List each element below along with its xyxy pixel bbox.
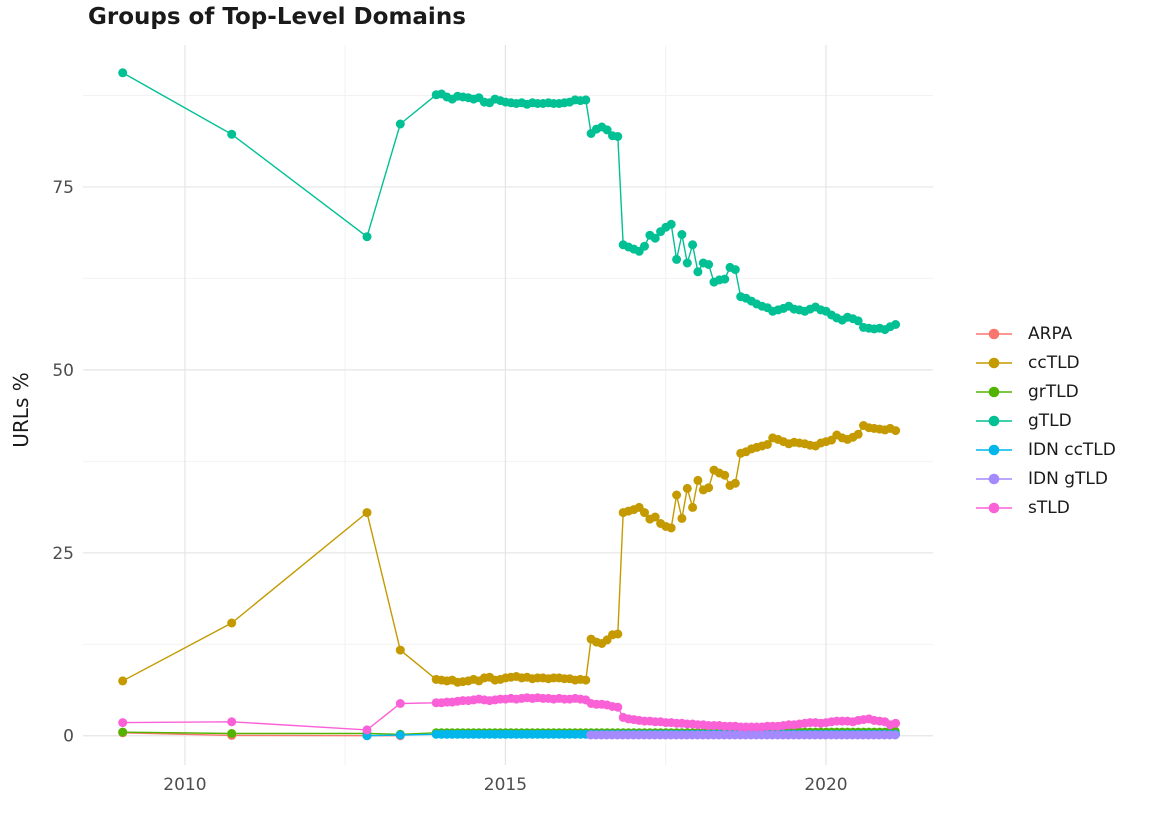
data-point [672,254,682,264]
legend-key-icon [976,473,1012,484]
data-point [395,645,405,655]
data-point [704,483,714,493]
legend-key-dot [988,415,1000,426]
legend-label: IDN gTLD [1028,468,1108,489]
series-points-idn-gtld [586,730,900,740]
legend-item-stld: sTLD [976,493,1116,522]
legend-key-dot [988,444,1000,455]
data-point [362,508,372,518]
data-point [602,125,612,135]
data-point [853,316,863,326]
data-point [581,95,591,105]
data-point [677,513,687,523]
data-point [395,119,405,129]
legend-item-idn-cctld: IDN ccTLD [976,435,1116,464]
data-point [693,267,703,277]
legend-label: grTLD [1028,381,1079,402]
data-point [704,260,714,269]
data-point [890,730,900,740]
data-point [227,129,237,139]
data-point [581,675,591,685]
legend-key-dot [988,328,1000,339]
y-tick-label-0: 0 [63,727,74,747]
data-point [730,478,740,488]
series-line-gtld [122,72,896,331]
data-point [672,490,682,500]
data-point [613,629,623,639]
data-point [118,718,128,728]
data-point [666,219,676,229]
legend-label: sTLD [1028,497,1070,518]
data-point [640,241,649,251]
data-point [730,265,740,275]
data-point [891,426,901,436]
data-point [613,702,623,712]
data-point [688,502,698,512]
y-axis-label: URLs % [9,372,33,448]
data-point [650,512,660,522]
data-point [720,274,730,284]
legend-label: ccTLD [1028,352,1080,373]
data-point [118,676,128,686]
legend-label: ARPA [1028,323,1073,344]
y-tick-label-75: 75 [52,178,74,198]
legend-key-icon [976,444,1012,455]
data-point [227,717,237,727]
data-point [395,699,405,708]
legend-key-dot [988,502,1000,513]
y-tick-label-50: 50 [52,361,74,381]
data-point [853,429,863,439]
data-point [227,618,237,628]
series-points-cctld [118,421,901,687]
data-point [395,730,405,740]
legend-key-icon [976,502,1012,513]
legend: ARPA ccTLD grTLD gTLD IDN ccTLD IDN gTLD sTLD [976,319,1116,522]
legend-item-arpa: ARPA [976,319,1116,348]
data-point [762,440,772,449]
data-point [688,240,698,250]
legend-item-idn-gtld: IDN gTLD [976,464,1116,493]
legend-item-grtld: grTLD [976,377,1116,406]
legend-key-icon [976,328,1012,339]
series-points-gtld [118,68,901,335]
data-point [118,68,128,78]
data-point [693,475,703,485]
legend-key-icon [976,415,1012,426]
data-point [362,232,372,242]
x-tick-label-2015: 2015 [484,775,527,795]
x-tick-label-2020: 2020 [804,775,847,795]
legend-label: gTLD [1028,410,1072,431]
data-point [891,718,901,728]
legend-label: IDN ccTLD [1028,439,1116,460]
y-tick-label-25: 25 [52,544,74,564]
x-tick-label-2010: 2010 [163,775,206,795]
chart-title: Groups of Top-Level Domains [88,4,466,30]
data-point [677,230,687,239]
data-point [682,483,692,493]
legend-key-dot [988,357,1000,368]
data-point [682,258,692,268]
legend-item-gtld: gTLD [976,406,1116,435]
data-point [227,729,237,738]
legend-item-cctld: ccTLD [976,348,1116,377]
legend-key-dot [988,386,1000,397]
data-point [613,132,623,141]
series-points-stld [118,693,901,735]
data-point [650,233,660,243]
data-point [118,727,128,737]
data-point [891,320,901,329]
legend-key-icon [976,386,1012,397]
data-point [640,508,649,518]
data-point [666,523,676,533]
legend-key-dot [988,473,1000,484]
data-point [362,725,372,735]
data-point [720,470,730,480]
legend-key-icon [976,357,1012,368]
